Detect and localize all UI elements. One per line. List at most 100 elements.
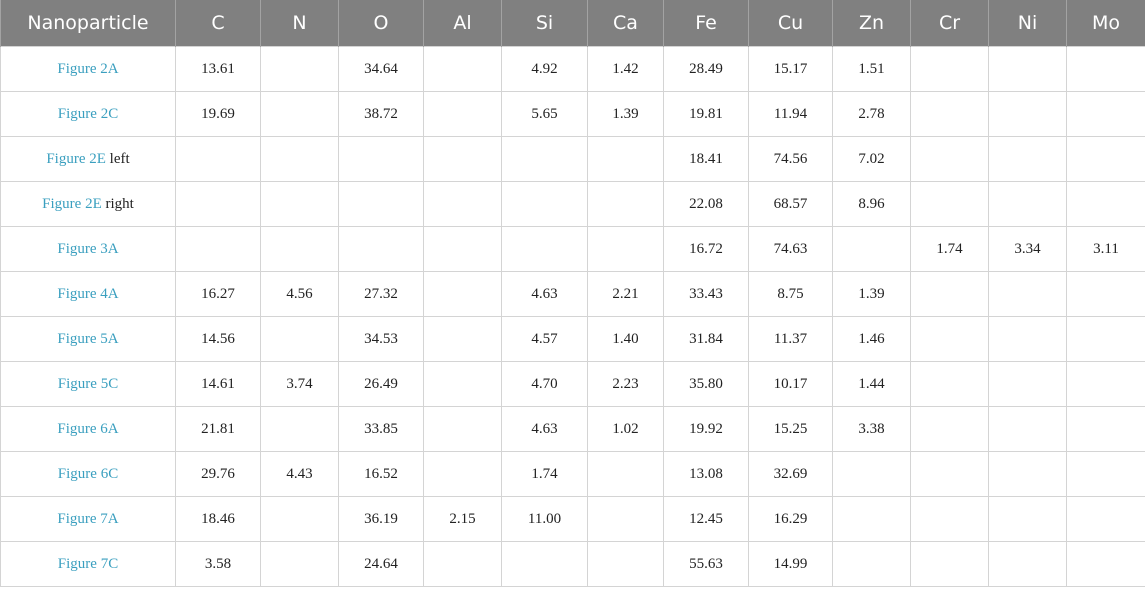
value-cell-c <box>175 181 261 227</box>
value-cell-si: 1.74 <box>501 451 588 497</box>
value-cell-cr <box>910 136 989 182</box>
value-cell-ca: 2.23 <box>587 361 664 407</box>
value-cell-fe: 35.80 <box>663 361 749 407</box>
value-cell-fe: 16.72 <box>663 226 749 272</box>
header-row: Nanoparticle C N O Al Si Ca Fe Cu Zn Cr Ni Mo <box>0 0 1145 47</box>
figure-link[interactable]: Figure 2E <box>42 195 102 212</box>
value-cell-zn: 1.44 <box>832 361 911 407</box>
value-cell-c: 14.56 <box>175 316 261 362</box>
value-cell-ni <box>988 406 1067 452</box>
value-cell-si: 4.63 <box>501 406 588 452</box>
value-cell-zn <box>832 451 911 497</box>
value-cell-si <box>501 226 588 272</box>
value-cell-c: 13.61 <box>175 46 261 92</box>
figure-link[interactable]: Figure 3A <box>57 240 119 257</box>
value-cell-mo <box>1066 451 1145 497</box>
figure-link[interactable]: Figure 2A <box>57 60 119 77</box>
value-cell-fe: 28.49 <box>663 46 749 92</box>
value-cell-c <box>175 226 261 272</box>
figure-suffix: right <box>105 195 134 212</box>
value-cell-si <box>501 181 588 227</box>
table-row: Figure 2E left 18.41 74.56 7.02 <box>0 136 1145 182</box>
nanoparticle-cell: Figure 2E right <box>0 181 176 227</box>
figure-link[interactable]: Figure 4A <box>57 285 119 302</box>
value-cell-al <box>423 136 502 182</box>
value-cell-si: 11.00 <box>501 496 588 542</box>
value-cell-o <box>338 181 424 227</box>
figure-link[interactable]: Figure 5C <box>57 375 119 392</box>
value-cell-ca <box>587 496 664 542</box>
value-cell-al <box>423 316 502 362</box>
nanoparticle-cell: Figure 2E left <box>0 136 176 182</box>
figure-link[interactable]: Figure 7C <box>57 555 119 572</box>
nanoparticle-cell: Figure 5A <box>0 316 176 362</box>
value-cell-zn <box>832 541 911 587</box>
table-body: Figure 2A 13.61 34.64 4.92 1.42 28.49 15.17 1.5… <box>0 46 1145 587</box>
column-header-ca: Ca <box>587 0 664 47</box>
table-row: Figure 7C 3.58 24.64 55.63 14.99 <box>0 541 1145 587</box>
value-cell-n <box>260 226 339 272</box>
figure-link[interactable]: Figure 2E <box>46 150 106 167</box>
value-cell-mo <box>1066 361 1145 407</box>
value-cell-fe: 55.63 <box>663 541 749 587</box>
value-cell-o: 24.64 <box>338 541 424 587</box>
table-row: Figure 5A 14.56 34.53 4.57 1.40 31.84 11.37 1.4… <box>0 316 1145 362</box>
value-cell-cu: 74.56 <box>748 136 833 182</box>
table-header: Nanoparticle C N O Al Si Ca Fe Cu Zn Cr Ni Mo <box>0 0 1145 47</box>
nanoparticle-cell: Figure 5C <box>0 361 176 407</box>
value-cell-fe: 19.92 <box>663 406 749 452</box>
value-cell-o: 34.53 <box>338 316 424 362</box>
value-cell-n <box>260 181 339 227</box>
column-header-zn: Zn <box>832 0 911 47</box>
value-cell-o <box>338 136 424 182</box>
value-cell-cr <box>910 361 989 407</box>
value-cell-cu: 8.75 <box>748 271 833 317</box>
table-row: Figure 7A 18.46 36.19 2.15 11.00 12.45 16.29 <box>0 496 1145 542</box>
figure-suffix: left <box>109 150 130 167</box>
value-cell-ni <box>988 271 1067 317</box>
figure-link[interactable]: Figure 2C <box>57 105 119 122</box>
value-cell-cu: 16.29 <box>748 496 833 542</box>
value-cell-al <box>423 91 502 137</box>
value-cell-fe: 13.08 <box>663 451 749 497</box>
value-cell-zn: 1.46 <box>832 316 911 362</box>
figure-link[interactable]: Figure 7A <box>57 510 119 527</box>
value-cell-n: 3.74 <box>260 361 339 407</box>
value-cell-c: 19.69 <box>175 91 261 137</box>
table-row: Figure 4A 16.27 4.56 27.32 4.63 2.21 33.43 8.75… <box>0 271 1145 317</box>
value-cell-fe: 33.43 <box>663 271 749 317</box>
value-cell-fe: 18.41 <box>663 136 749 182</box>
column-header-al: Al <box>423 0 502 47</box>
value-cell-al <box>423 451 502 497</box>
value-cell-fe: 19.81 <box>663 91 749 137</box>
column-header-cr: Cr <box>910 0 989 47</box>
value-cell-al <box>423 181 502 227</box>
value-cell-ca <box>587 226 664 272</box>
value-cell-cr <box>910 271 989 317</box>
value-cell-al: 2.15 <box>423 496 502 542</box>
value-cell-o: 33.85 <box>338 406 424 452</box>
figure-link[interactable]: Figure 6A <box>57 420 119 437</box>
value-cell-c: 21.81 <box>175 406 261 452</box>
value-cell-zn: 7.02 <box>832 136 911 182</box>
figure-link[interactable]: Figure 6C <box>57 465 119 482</box>
value-cell-cr: 1.74 <box>910 226 989 272</box>
value-cell-n <box>260 91 339 137</box>
value-cell-ca: 1.42 <box>587 46 664 92</box>
value-cell-mo <box>1066 91 1145 137</box>
value-cell-c: 29.76 <box>175 451 261 497</box>
figure-link[interactable]: Figure 5A <box>57 330 119 347</box>
value-cell-c: 3.58 <box>175 541 261 587</box>
nanoparticle-cell: Figure 3A <box>0 226 176 272</box>
nanoparticle-cell: Figure 7C <box>0 541 176 587</box>
column-header-fe: Fe <box>663 0 749 47</box>
value-cell-ni <box>988 496 1067 542</box>
value-cell-zn: 1.51 <box>832 46 911 92</box>
value-cell-o: 34.64 <box>338 46 424 92</box>
value-cell-cu: 15.17 <box>748 46 833 92</box>
value-cell-cu: 11.94 <box>748 91 833 137</box>
value-cell-c: 16.27 <box>175 271 261 317</box>
table-row: Figure 6C 29.76 4.43 16.52 1.74 13.08 32.69 <box>0 451 1145 497</box>
value-cell-o: 27.32 <box>338 271 424 317</box>
value-cell-n <box>260 316 339 362</box>
